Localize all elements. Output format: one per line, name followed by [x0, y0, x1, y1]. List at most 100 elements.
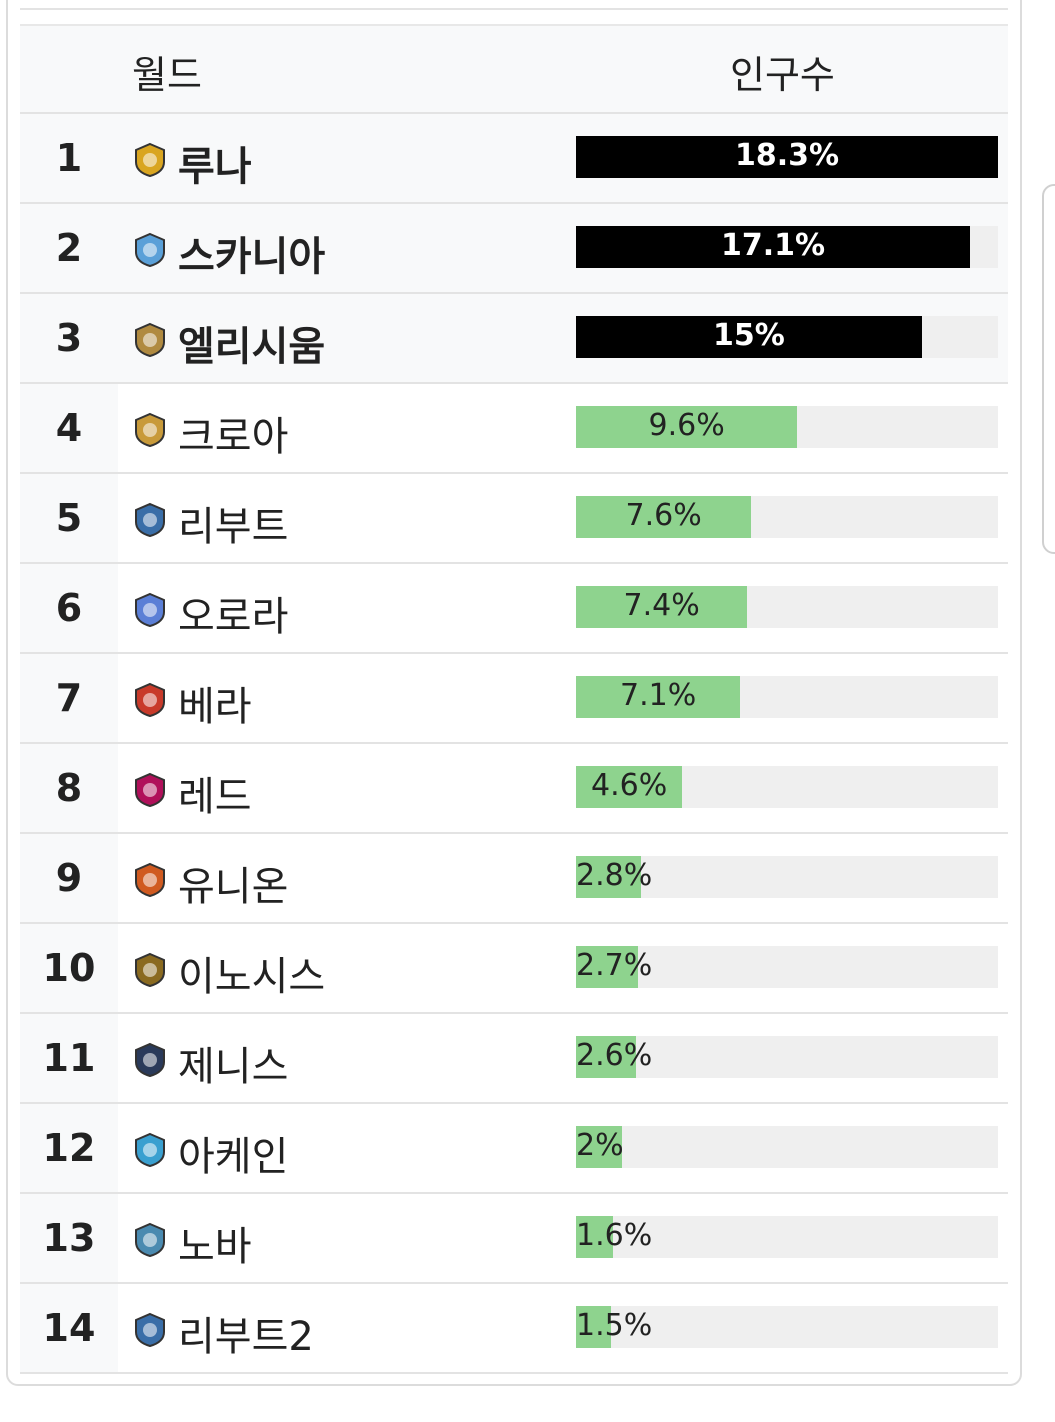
table-row[interactable]: 14 리부트2 1.5%: [20, 1284, 1008, 1374]
population-bar-track: 2.8%: [576, 856, 998, 898]
table-row[interactable]: 7 베라 7.1%: [20, 654, 1008, 744]
rank-number: 12: [42, 1126, 96, 1170]
world-name[interactable]: 엘리시움: [178, 324, 326, 370]
scania-icon: [132, 232, 168, 268]
population-bar-track: 9.6%: [576, 406, 998, 448]
world-name[interactable]: 오로라: [178, 594, 289, 640]
table-row[interactable]: 8 레드 4.6%: [20, 744, 1008, 834]
world-population-table: 월드 인구수 1 루나 18.3% 2 스카니아 17.1% 3 엘리시움 15% 4 크로아 9.6…: [20, 24, 1008, 1374]
table-row[interactable]: 11 제니스 2.6%: [20, 1014, 1008, 1104]
rank-cell: [20, 564, 118, 652]
adjacent-panel-edge: [1042, 184, 1055, 554]
population-percent: 2%: [576, 1128, 624, 1163]
world-name[interactable]: 제니스: [178, 1044, 289, 1090]
world-name[interactable]: 유니온: [178, 864, 289, 910]
bera-icon: [132, 682, 168, 718]
rank-cell: [20, 114, 118, 202]
rank-number: 9: [55, 856, 83, 900]
header-world[interactable]: 월드: [132, 53, 202, 97]
table-row[interactable]: 1 루나 18.3%: [20, 114, 1008, 204]
rank-number: 6: [55, 586, 83, 630]
rank-number: 2: [55, 226, 83, 270]
table-row[interactable]: 5 리부트 7.6%: [20, 474, 1008, 564]
elysium-icon: [132, 322, 168, 358]
population-percent: 2.8%: [576, 858, 653, 893]
population-bar-track: 4.6%: [576, 766, 998, 808]
population-bar-track: 17.1%: [576, 226, 998, 268]
population-percent: 1.6%: [576, 1218, 653, 1253]
world-name[interactable]: 레드: [178, 774, 252, 820]
table-row[interactable]: 13 노바 1.6%: [20, 1194, 1008, 1284]
luna-icon: [132, 142, 168, 178]
red-icon: [132, 772, 168, 808]
world-name[interactable]: 리부트2: [178, 1314, 314, 1360]
union-icon: [132, 862, 168, 898]
population-bar-track: 2%: [576, 1126, 998, 1168]
table-row[interactable]: 12 아케인 2%: [20, 1104, 1008, 1194]
rank-number: 13: [42, 1216, 96, 1260]
population-bar-fill: [576, 1216, 613, 1258]
enosis-icon: [132, 952, 168, 988]
reboot2-icon: [132, 1312, 168, 1348]
population-bar-fill: [576, 946, 638, 988]
rank-cell: [20, 834, 118, 922]
rank-number: 11: [42, 1036, 96, 1080]
table-row[interactable]: 6 오로라 7.4%: [20, 564, 1008, 654]
population-bar-fill: [576, 586, 747, 628]
world-name[interactable]: 루나: [178, 144, 252, 190]
rank-cell: [20, 1104, 118, 1192]
population-bar-fill: [576, 766, 682, 808]
rank-cell: [20, 1014, 118, 1102]
table-row[interactable]: 3 엘리시움 15%: [20, 294, 1008, 384]
rank-number: 8: [55, 766, 83, 810]
table-header: 월드 인구수: [20, 24, 1008, 114]
population-bar-track: 7.1%: [576, 676, 998, 718]
population-percent: 2.7%: [576, 948, 653, 983]
world-name[interactable]: 아케인: [178, 1134, 289, 1180]
aurora-icon: [132, 592, 168, 628]
croa-icon: [132, 412, 168, 448]
rank-number: 5: [55, 496, 83, 540]
world-name[interactable]: 스카니아: [178, 234, 326, 280]
reboot-icon: [132, 502, 168, 538]
rank-number: 7: [55, 676, 83, 720]
world-name[interactable]: 크로아: [178, 414, 289, 460]
world-name[interactable]: 베라: [178, 684, 252, 730]
population-bar-track: 1.5%: [576, 1306, 998, 1348]
population-bar-fill: [576, 316, 922, 358]
rank-cell: [20, 384, 118, 472]
population-bar-fill: [576, 136, 998, 178]
population-bar-track: 7.4%: [576, 586, 998, 628]
population-bar-fill: [576, 856, 641, 898]
rank-number: 10: [42, 946, 96, 990]
table-row[interactable]: 4 크로아 9.6%: [20, 384, 1008, 474]
top-divider: [20, 8, 1008, 10]
world-name[interactable]: 리부트: [178, 504, 289, 550]
population-percent: 15%: [713, 318, 785, 353]
population-bar-fill: [576, 406, 797, 448]
population-percent: 7.4%: [623, 588, 700, 623]
population-percent: 9.6%: [648, 408, 725, 443]
population-bar-fill: [576, 1126, 622, 1168]
population-percent: 2.6%: [576, 1038, 653, 1073]
world-name[interactable]: 이노시스: [178, 954, 326, 1000]
population-bar-track: 15%: [576, 316, 998, 358]
rank-number: 4: [55, 406, 83, 450]
rank-number: 3: [55, 316, 83, 360]
table-row[interactable]: 10 이노시스 2.7%: [20, 924, 1008, 1014]
world-name[interactable]: 노바: [178, 1224, 252, 1270]
population-percent: 1.5%: [576, 1308, 653, 1343]
rank-cell: [20, 294, 118, 382]
population-percent: 7.1%: [620, 678, 697, 713]
table-row[interactable]: 2 스카니아 17.1%: [20, 204, 1008, 294]
nova-icon: [132, 1222, 168, 1258]
rank-number: 14: [42, 1306, 96, 1350]
header-population[interactable]: 인구수: [730, 53, 835, 97]
population-bar-fill: [576, 676, 740, 718]
rank-cell: [20, 924, 118, 1012]
table-row[interactable]: 9 유니온 2.8%: [20, 834, 1008, 924]
population-bar-fill: [576, 496, 751, 538]
population-bar-track: 18.3%: [576, 136, 998, 178]
rank-cell: [20, 204, 118, 292]
